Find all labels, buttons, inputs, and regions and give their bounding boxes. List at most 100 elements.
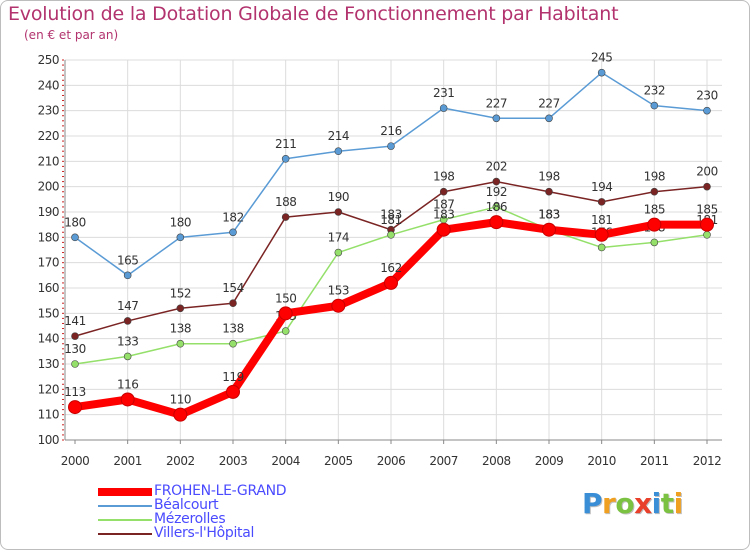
x-tick-label: 2003 [219,454,248,468]
data-point-b-alcourt [229,228,237,237]
data-label-frohen-le-grand: 186 [486,200,507,214]
legend-swatch-bealcourt [98,505,152,507]
data-label-villers-l-h-pital: 198 [538,170,559,184]
data-label-villers-l-h-pital: 152 [170,286,191,300]
data-point-b-alcourt [71,233,79,242]
data-label-frohen-le-grand: 150 [275,291,296,305]
data-point-frohen-le-grand [436,222,451,237]
data-label-b-alcourt: 182 [222,210,243,224]
y-tick-label: 190 [38,205,59,219]
data-point-m-zerolles [281,327,290,335]
y-tick-label: 160 [38,281,59,295]
data-point-m-zerolles [334,248,343,257]
data-point-villers-l-h-pital [492,177,501,186]
x-tick-label: 2002 [166,454,195,468]
data-label-frohen-le-grand: 183 [433,208,454,222]
data-label-villers-l-h-pital: 200 [696,165,717,179]
data-point-m-zerolles [123,352,132,361]
data-point-frohen-le-grand [384,275,398,290]
logo-letter: x [634,487,652,520]
y-tick-label: 150 [38,306,59,320]
x-tick-label: 2007 [429,454,458,468]
data-label-b-alcourt: 214 [328,129,349,143]
data-label-villers-l-h-pital: 183 [380,208,401,222]
data-label-m-zerolles: 133 [117,334,138,348]
data-label-frohen-le-grand: 153 [328,284,349,298]
data-label-villers-l-h-pital: 154 [222,281,243,295]
data-label-b-alcourt: 230 [696,89,717,103]
logo-letter: o [615,487,635,520]
data-point-b-alcourt [597,68,606,77]
y-tick-label: 170 [38,256,59,270]
data-label-b-alcourt: 227 [486,96,507,110]
data-point-villers-l-h-pital [281,213,290,221]
data-label-m-zerolles: 138 [222,322,243,336]
y-tick-label: 100 [38,433,59,447]
data-point-b-alcourt [334,147,343,155]
data-label-frohen-le-grand: 113 [64,385,85,399]
data-label-b-alcourt: 227 [538,96,559,110]
legend-item-frohen: FROHEN-LE-GRAND [98,483,398,499]
y-tick-label: 230 [38,104,59,118]
y-tick-label: 250 [38,53,59,67]
x-tick-label: 2000 [61,454,90,468]
data-label-villers-l-h-pital: 194 [591,180,612,194]
data-point-b-alcourt [439,104,448,112]
data-point-b-alcourt [176,233,185,242]
data-label-frohen-le-grand: 116 [117,377,138,391]
legend-item-mezerolles: Mézerolles [98,511,398,527]
data-point-m-zerolles [176,339,185,348]
data-label-frohen-le-grand: 110 [170,393,191,407]
data-label-b-alcourt: 216 [380,124,401,138]
data-label-frohen-le-grand: 162 [380,261,401,275]
data-point-frohen-le-grand [226,384,240,399]
data-point-m-zerolles [597,243,606,252]
data-label-b-alcourt: 232 [644,84,665,98]
legend-swatch-mezerolles [98,519,152,521]
data-point-villers-l-h-pital [71,332,79,340]
data-label-villers-l-h-pital: 141 [64,314,85,328]
data-label-b-alcourt: 231 [433,86,454,100]
y-tick-label: 210 [38,154,59,168]
y-tick-label: 240 [38,78,59,92]
data-point-m-zerolles [492,203,501,211]
data-point-frohen-le-grand [647,217,662,232]
x-tick-label: 2008 [482,454,511,468]
y-tick-label: 120 [38,382,59,396]
data-point-m-zerolles [229,339,237,348]
logo-letter: P [582,487,603,520]
data-point-villers-l-h-pital [123,317,132,325]
data-label-m-zerolles: 174 [328,231,349,245]
data-point-frohen-le-grand [278,306,293,321]
data-label-frohen-le-grand: 185 [644,203,665,217]
data-label-m-zerolles: 192 [486,185,507,199]
x-tick-label: 2010 [587,454,616,468]
data-label-b-alcourt: 165 [117,253,138,267]
data-point-frohen-le-grand [594,227,609,242]
y-tick-label: 130 [38,357,59,371]
data-point-villers-l-h-pital [439,187,448,196]
data-point-frohen-le-grand [68,400,82,415]
legend-label-villers: Villers-l'Hôpital [154,525,255,541]
data-label-b-alcourt: 245 [591,51,612,65]
y-tick-label: 140 [38,332,59,346]
data-point-b-alcourt [545,114,553,123]
y-tick-label: 220 [38,129,59,143]
data-label-m-zerolles: 181 [380,213,401,227]
data-label-m-zerolles: 138 [170,322,191,336]
data-point-villers-l-h-pital [597,198,606,206]
legend-swatch-frohen [98,488,152,496]
logo-letter: i [673,487,684,520]
data-point-villers-l-h-pital [703,182,711,191]
data-label-m-zerolles: 187 [433,198,454,212]
data-point-m-zerolles [703,231,711,239]
y-tick-label: 200 [38,180,59,194]
x-tick-label: 2009 [535,454,564,468]
data-label-villers-l-h-pital: 202 [486,160,507,174]
data-label-b-alcourt: 211 [275,137,296,151]
chart-title: Evolution de la Dotation Globale de Fonc… [8,3,619,25]
x-tick-label: 2001 [113,454,142,468]
data-point-m-zerolles [71,360,79,368]
data-point-m-zerolles [650,238,659,247]
